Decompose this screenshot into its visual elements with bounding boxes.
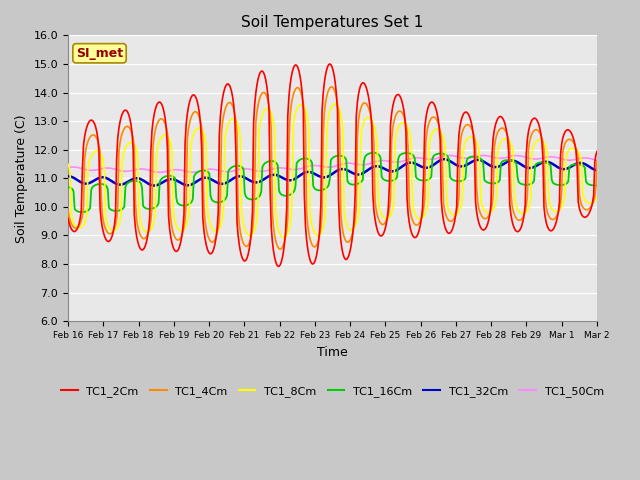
TC1_2Cm	[64, 216, 72, 222]
TC1_50Cm	[361, 162, 369, 168]
TC1_16Cm	[79, 209, 86, 215]
TC1_4Cm	[593, 158, 601, 164]
TC1_16Cm	[289, 191, 296, 196]
TC1_16Cm	[547, 163, 554, 168]
X-axis label: Time: Time	[317, 346, 348, 359]
TC1_50Cm	[64, 165, 72, 170]
TC1_8Cm	[547, 204, 554, 210]
TC1_32Cm	[547, 160, 554, 166]
Line: TC1_32Cm: TC1_32Cm	[68, 159, 597, 186]
TC1_16Cm	[388, 178, 396, 184]
TC1_8Cm	[593, 194, 601, 200]
TC1_4Cm	[547, 216, 554, 221]
TC1_8Cm	[332, 101, 339, 107]
Line: TC1_8Cm: TC1_8Cm	[68, 104, 597, 238]
TC1_8Cm	[280, 235, 287, 240]
TC1_50Cm	[289, 167, 296, 172]
TC1_2Cm	[275, 264, 283, 269]
TC1_50Cm	[479, 153, 487, 158]
TC1_16Cm	[64, 184, 72, 190]
TC1_32Cm	[289, 177, 296, 183]
TC1_50Cm	[593, 157, 601, 163]
TC1_16Cm	[370, 150, 378, 156]
TC1_2Cm	[547, 228, 554, 234]
Title: Soil Temperatures Set 1: Soil Temperatures Set 1	[241, 15, 424, 30]
TC1_32Cm	[387, 168, 394, 174]
TC1_2Cm	[388, 111, 396, 117]
TC1_4Cm	[328, 84, 336, 90]
TC1_32Cm	[64, 173, 72, 179]
TC1_4Cm	[455, 193, 463, 199]
TC1_4Cm	[289, 96, 296, 102]
TC1_4Cm	[276, 246, 284, 252]
TC1_8Cm	[228, 116, 236, 121]
TC1_16Cm	[455, 179, 463, 184]
TC1_4Cm	[228, 103, 236, 108]
TC1_8Cm	[455, 208, 463, 214]
TC1_4Cm	[362, 101, 370, 107]
TC1_2Cm	[593, 148, 601, 154]
TC1_50Cm	[230, 168, 237, 174]
TC1_16Cm	[361, 154, 369, 160]
Legend: TC1_2Cm, TC1_4Cm, TC1_8Cm, TC1_16Cm, TC1_32Cm, TC1_50Cm: TC1_2Cm, TC1_4Cm, TC1_8Cm, TC1_16Cm, TC1…	[56, 382, 609, 401]
TC1_8Cm	[289, 190, 296, 196]
Line: TC1_50Cm: TC1_50Cm	[68, 156, 597, 172]
TC1_4Cm	[388, 138, 396, 144]
TC1_50Cm	[156, 169, 164, 175]
Line: TC1_2Cm: TC1_2Cm	[68, 64, 597, 266]
Text: SI_met: SI_met	[76, 47, 123, 60]
TC1_50Cm	[547, 154, 554, 160]
TC1_8Cm	[388, 210, 396, 216]
TC1_16Cm	[230, 164, 237, 169]
TC1_8Cm	[64, 161, 72, 167]
TC1_8Cm	[362, 115, 370, 121]
TC1_2Cm	[362, 84, 370, 90]
TC1_2Cm	[326, 61, 333, 67]
TC1_32Cm	[361, 169, 369, 175]
TC1_50Cm	[454, 154, 461, 160]
TC1_2Cm	[289, 69, 296, 75]
TC1_50Cm	[387, 159, 394, 165]
Y-axis label: Soil Temperature (C): Soil Temperature (C)	[15, 114, 28, 242]
TC1_32Cm	[455, 163, 463, 169]
TC1_2Cm	[228, 94, 236, 99]
TC1_2Cm	[455, 132, 463, 137]
TC1_32Cm	[230, 175, 237, 181]
TC1_32Cm	[150, 183, 158, 189]
Line: TC1_16Cm: TC1_16Cm	[68, 153, 597, 212]
Line: TC1_4Cm: TC1_4Cm	[68, 87, 597, 249]
TC1_32Cm	[593, 168, 601, 173]
TC1_4Cm	[64, 208, 72, 214]
TC1_16Cm	[593, 182, 601, 188]
TC1_32Cm	[440, 156, 447, 162]
